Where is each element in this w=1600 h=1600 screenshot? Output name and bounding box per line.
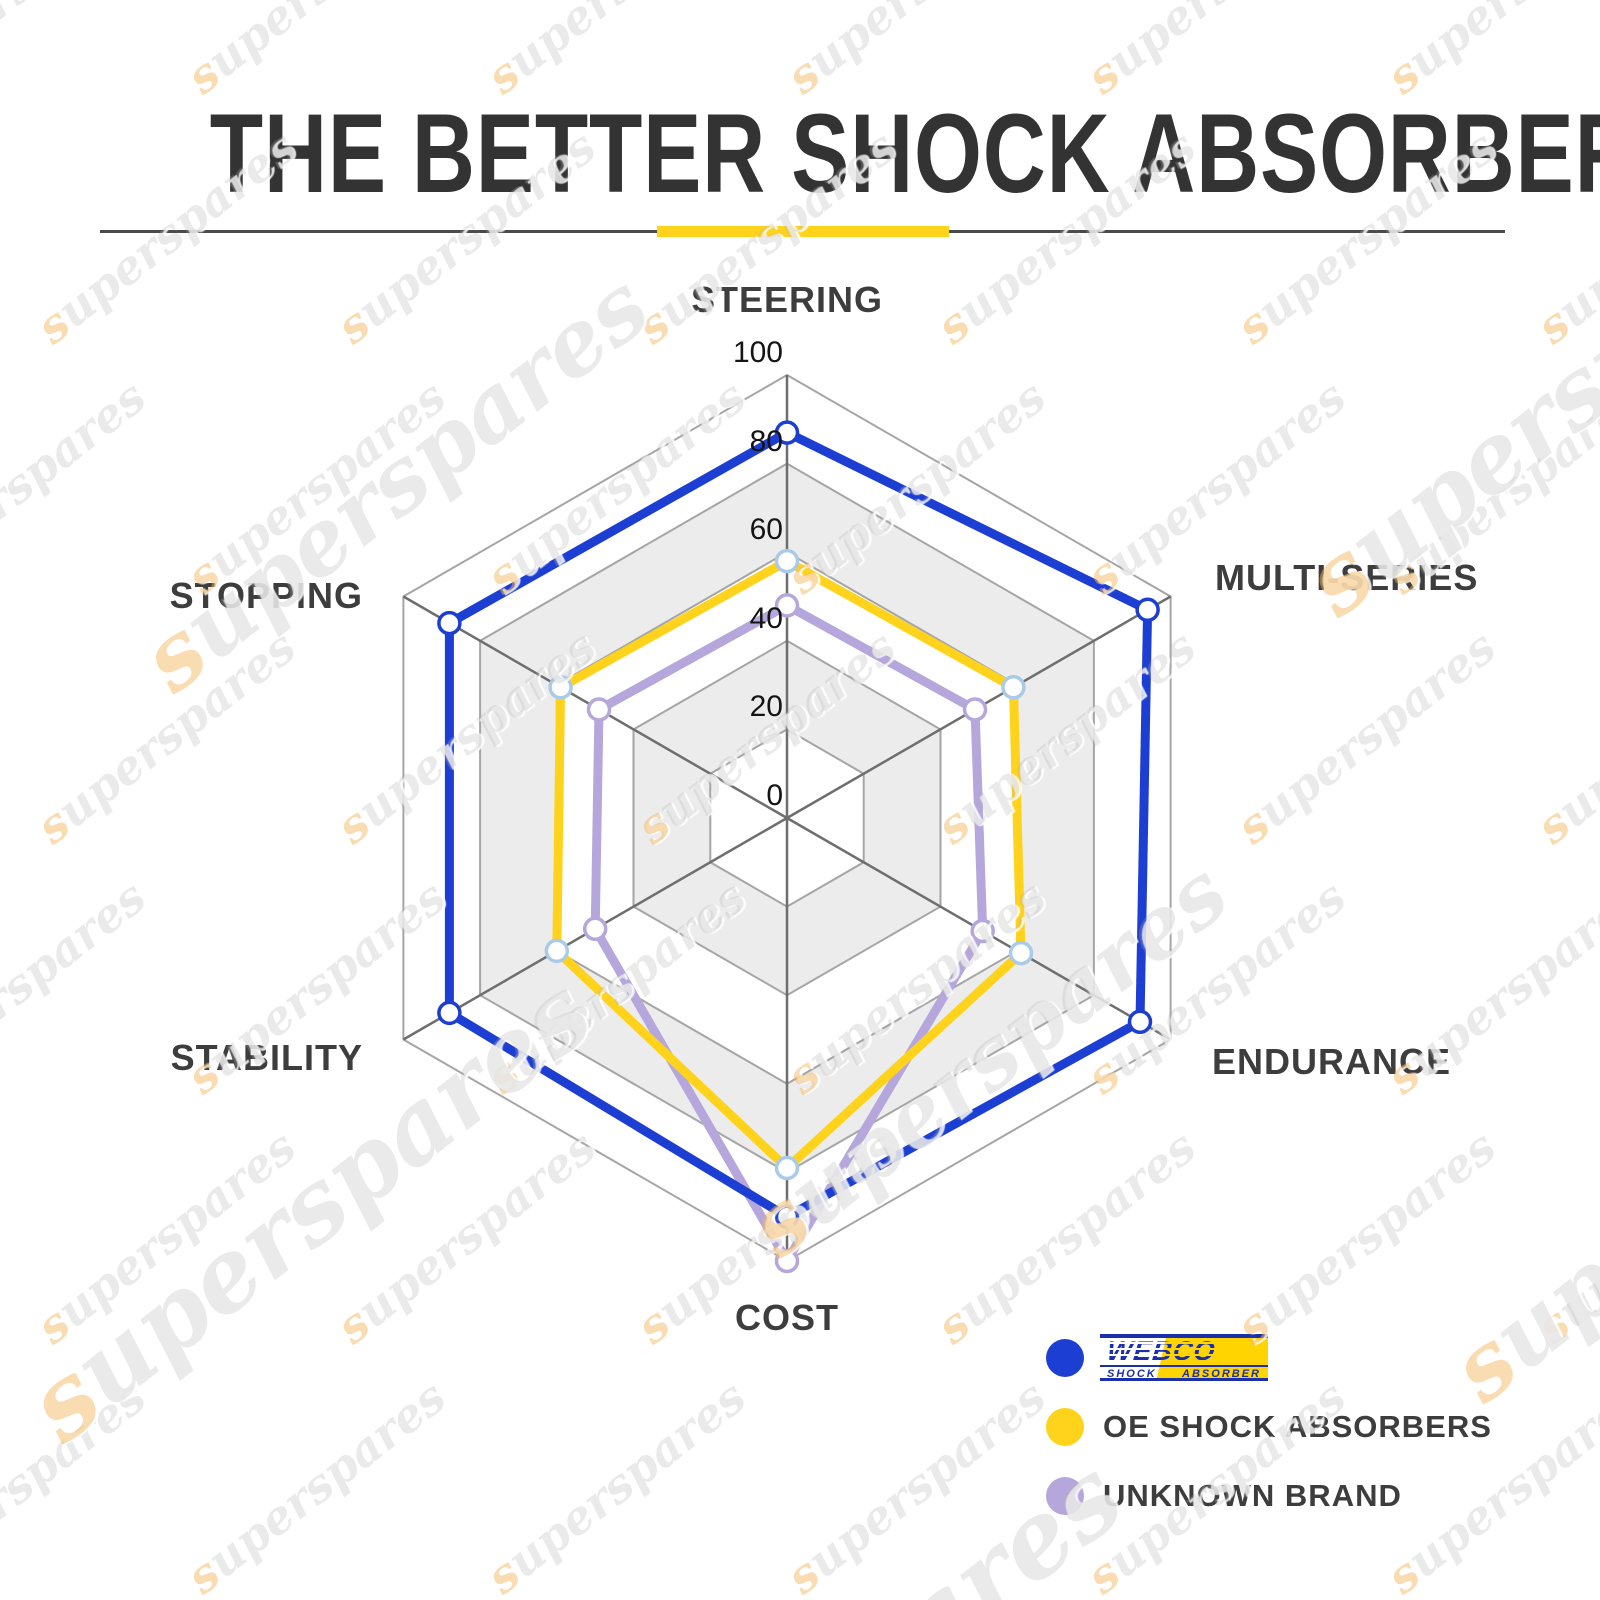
- tick-label-60: 60: [749, 513, 783, 547]
- data-point-webco-endurance: [1127, 1009, 1153, 1035]
- axis-label-endurance: ENDURANCE: [1212, 1041, 1452, 1082]
- data-point-unknown-brand-steering: [774, 593, 800, 618]
- data-point-unknown-brand-cost: [774, 1248, 800, 1274]
- data-point-unknown-brand-endurance: [970, 918, 995, 944]
- axis-label-stopping: STOPPING: [169, 575, 363, 616]
- webco-logo-sub-right: ABSORBER: [1182, 1368, 1261, 1380]
- legend-label-unknown: UNKNOWN BRAND: [1103, 1478, 1402, 1513]
- tick-label-80: 80: [749, 424, 783, 458]
- webco-logo-sub-left: SHOCK: [1107, 1368, 1157, 1380]
- legend-dot-unknown: [1046, 1477, 1084, 1515]
- data-point-webco-multi-series: [1135, 597, 1160, 623]
- data-point-webco-steering: [774, 420, 800, 445]
- data-point-oe-shock-absorbers-stopping: [548, 675, 573, 700]
- data-point-webco-cost: [774, 1204, 800, 1229]
- webco-logo-wordmark: WEBCO: [1099, 1336, 1270, 1366]
- legend-dot-oe: [1046, 1408, 1084, 1446]
- webco-logo-subtext: SHOCK ABSORBER: [1100, 1365, 1268, 1380]
- data-point-unknown-brand-stopping: [586, 697, 612, 722]
- axis-label-cost: COST: [734, 1297, 840, 1338]
- legend-dot-webco: [1046, 1339, 1084, 1377]
- data-point-oe-shock-absorbers-endurance: [1008, 940, 1034, 966]
- title-divider-accent: [656, 226, 949, 237]
- data-point-oe-shock-absorbers-stability: [544, 938, 570, 964]
- data-point-oe-shock-absorbers-multi-series: [1001, 675, 1026, 700]
- tick-label-20: 20: [749, 690, 783, 724]
- page-title: THE BETTER SHOCK ABSORBERS: [209, 91, 1600, 216]
- webco-logo: WEBCO SHOCK ABSORBER: [1100, 1334, 1268, 1381]
- axis-label-stability: STABILITY: [170, 1037, 363, 1078]
- tick-label-100: 100: [732, 336, 783, 369]
- axis-label-steering: STEERING: [690, 279, 884, 320]
- tick-label-0: 0: [766, 779, 783, 812]
- axis-label-multi-series: MULTI-SERIES: [1215, 557, 1479, 598]
- data-point-webco-stability: [437, 1000, 462, 1026]
- data-point-webco-stopping: [437, 610, 462, 636]
- data-point-oe-shock-absorbers-steering: [774, 548, 800, 574]
- legend-label-oe: OE SHOCK ABSORBERS: [1103, 1409, 1492, 1444]
- data-point-unknown-brand-multi-series: [962, 697, 988, 722]
- tick-label-40: 40: [749, 601, 783, 635]
- data-point-unknown-brand-stability: [582, 916, 608, 942]
- title-divider: [100, 226, 1505, 237]
- data-point-oe-shock-absorbers-cost: [774, 1155, 800, 1181]
